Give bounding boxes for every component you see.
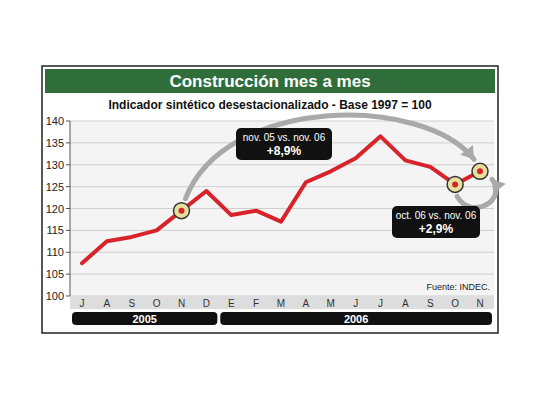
header-band bbox=[45, 69, 495, 93]
tick bbox=[66, 230, 70, 231]
tick-label: D bbox=[203, 298, 210, 309]
annotation: oct. 06 vs. nov. 06 bbox=[396, 210, 477, 221]
y-axis bbox=[70, 121, 71, 296]
subtitle: Indicador sintético desestacionalizado -… bbox=[108, 98, 431, 112]
tick-label: O bbox=[451, 298, 459, 309]
tick-label: 125 bbox=[46, 181, 64, 193]
tick-label: J bbox=[378, 298, 383, 309]
tick-label: J bbox=[353, 298, 358, 309]
tick-label: M bbox=[327, 298, 335, 309]
annotation: nov. 05 vs. nov. 06 bbox=[243, 132, 326, 143]
highlight-center bbox=[179, 208, 185, 214]
month-band bbox=[70, 296, 494, 309]
year-label: 2006 bbox=[344, 313, 368, 325]
tick-label: 140 bbox=[46, 115, 64, 127]
tick-label: 120 bbox=[46, 203, 64, 215]
annotation-box bbox=[392, 206, 480, 238]
highlight-point bbox=[447, 176, 463, 192]
tick-label: 115 bbox=[46, 224, 64, 236]
tick bbox=[66, 274, 70, 275]
tick-label: M bbox=[277, 298, 285, 309]
tick bbox=[66, 186, 70, 187]
tick bbox=[66, 121, 70, 122]
tick bbox=[66, 142, 70, 143]
tick-label: 135 bbox=[46, 137, 64, 149]
frame bbox=[42, 66, 498, 333]
annotation: +8,9% bbox=[267, 144, 302, 158]
tick-label: 105 bbox=[46, 268, 64, 280]
tick-label: A bbox=[402, 298, 409, 309]
year-label: 2005 bbox=[132, 313, 156, 325]
grid-line bbox=[70, 274, 494, 275]
tick-label: E bbox=[228, 298, 235, 309]
tick bbox=[66, 164, 70, 165]
tick-label: 100 bbox=[46, 290, 64, 302]
annotation-box bbox=[236, 128, 332, 160]
tick-label: 130 bbox=[46, 159, 64, 171]
grid-line bbox=[70, 252, 494, 253]
arrow bbox=[186, 115, 475, 199]
tick-label: 110 bbox=[46, 246, 64, 258]
year-bar bbox=[220, 312, 492, 325]
grid-line bbox=[70, 186, 494, 187]
tick bbox=[66, 252, 70, 253]
year-bar bbox=[72, 312, 217, 325]
tick bbox=[66, 296, 70, 297]
source: Fuente: INDEC. bbox=[426, 282, 490, 292]
tick-label: N bbox=[476, 298, 483, 309]
highlight-center bbox=[452, 181, 458, 187]
tick-label: A bbox=[303, 298, 310, 309]
data-group bbox=[82, 136, 488, 263]
tick-label: S bbox=[128, 298, 135, 309]
tick-label: O bbox=[153, 298, 161, 309]
highlight-point bbox=[472, 163, 488, 179]
arrow-head bbox=[460, 145, 474, 159]
annotation: +2,9% bbox=[419, 222, 454, 236]
title: Construcción mes a mes bbox=[169, 72, 370, 91]
data-line bbox=[82, 136, 480, 263]
tick-label: F bbox=[253, 298, 259, 309]
plot-area bbox=[70, 121, 494, 296]
tick-label: S bbox=[427, 298, 434, 309]
chart: Construcción mes a mes Indicador sintétic… bbox=[0, 0, 540, 405]
arrow-head bbox=[492, 179, 506, 193]
highlight-center bbox=[477, 168, 483, 174]
tick-label: N bbox=[178, 298, 185, 309]
tick-label: J bbox=[80, 298, 85, 309]
highlight-point bbox=[174, 203, 190, 219]
tick bbox=[66, 208, 70, 209]
background bbox=[0, 0, 540, 405]
tick-label: A bbox=[104, 298, 111, 309]
